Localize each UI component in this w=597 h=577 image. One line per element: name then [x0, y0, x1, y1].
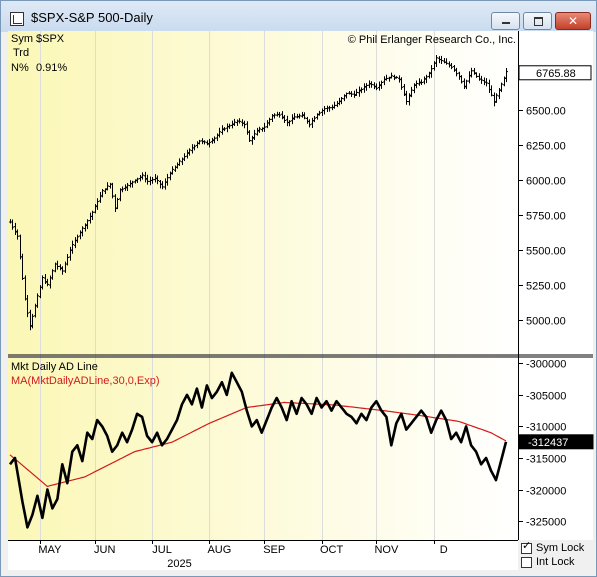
last-ad-box	[518, 434, 594, 450]
n-value: 0.91%	[36, 62, 67, 74]
last-price-label: 6765.88	[536, 68, 576, 80]
maximize-button[interactable]	[523, 12, 552, 30]
y-tick-label: 5000.00	[526, 316, 566, 328]
y-tick-label: -310000	[526, 422, 566, 434]
close-button[interactable]: ✕	[555, 12, 591, 30]
copyright-text: © Phil Erlanger Research Co., Inc.	[348, 34, 516, 46]
trd-label: Trd	[13, 47, 29, 59]
y-tick-label: -305000	[526, 391, 566, 403]
title-bar[interactable]: $SPX-S&P 500-Daily ✕	[1, 1, 596, 32]
int-lock-checkbox[interactable]: Int Lock	[521, 556, 593, 570]
x-tick-label: JUL	[152, 544, 172, 556]
ma-label: MA(MktDailyADLine,30,0,Exp)	[11, 375, 160, 387]
checkmark-icon: ✓	[522, 540, 532, 552]
ma-line	[9, 401, 507, 488]
y-tick-label: 6000.00	[526, 176, 566, 188]
x-tick-label: AUG	[207, 544, 231, 556]
sym-lock-checkbox[interactable]: ✓ Sym Lock	[521, 540, 593, 556]
x-tick-label: NOV	[374, 544, 399, 556]
axis-bg	[518, 31, 593, 540]
ad-line	[8, 371, 508, 529]
minimize-button[interactable]	[491, 12, 520, 30]
n-label: N%	[11, 62, 29, 74]
last-ad-label: -312437	[528, 437, 568, 449]
int-lock-box[interactable]	[521, 557, 532, 568]
chart-app-icon	[10, 12, 24, 26]
sym-lock-label: Sym Lock	[536, 542, 585, 554]
y-tick-label: -325000	[526, 517, 566, 529]
close-icon: ✕	[567, 14, 579, 28]
sym-lock-box[interactable]: ✓	[521, 540, 532, 554]
y-tick-label: -315000	[526, 454, 566, 466]
year-label: 2025	[167, 558, 191, 570]
x-tick-label: MAY	[38, 544, 62, 556]
x-tick-label: D	[440, 544, 448, 556]
sym-label: Sym	[11, 33, 33, 45]
last-price-box	[518, 65, 592, 81]
y-tick-label: 6250.00	[526, 141, 566, 153]
x-tick-label: SEP	[263, 544, 285, 556]
ad-panel-bg	[8, 357, 518, 540]
int-lock-label: Int Lock	[536, 556, 575, 568]
y-tick-label: 6500.00	[526, 106, 566, 118]
maximize-icon	[524, 13, 551, 29]
minimize-icon	[492, 13, 519, 29]
x-tick-label: OCT	[320, 544, 344, 556]
ad-panel-title: Mkt Daily AD Line	[11, 361, 98, 373]
price-panel-bg	[8, 31, 518, 355]
y-tick-label: -320000	[526, 486, 566, 498]
y-tick-label: -300000	[526, 359, 566, 371]
date-axis-bg	[8, 540, 518, 570]
window-title: $SPX-S&P 500-Daily	[31, 10, 153, 25]
x-tick-label: JUN	[94, 544, 115, 556]
y-tick-label: 5250.00	[526, 281, 566, 293]
y-tick-label: 5750.00	[526, 211, 566, 223]
y-tick-label: 5500.00	[526, 246, 566, 258]
sym-value: $SPX	[36, 33, 65, 45]
